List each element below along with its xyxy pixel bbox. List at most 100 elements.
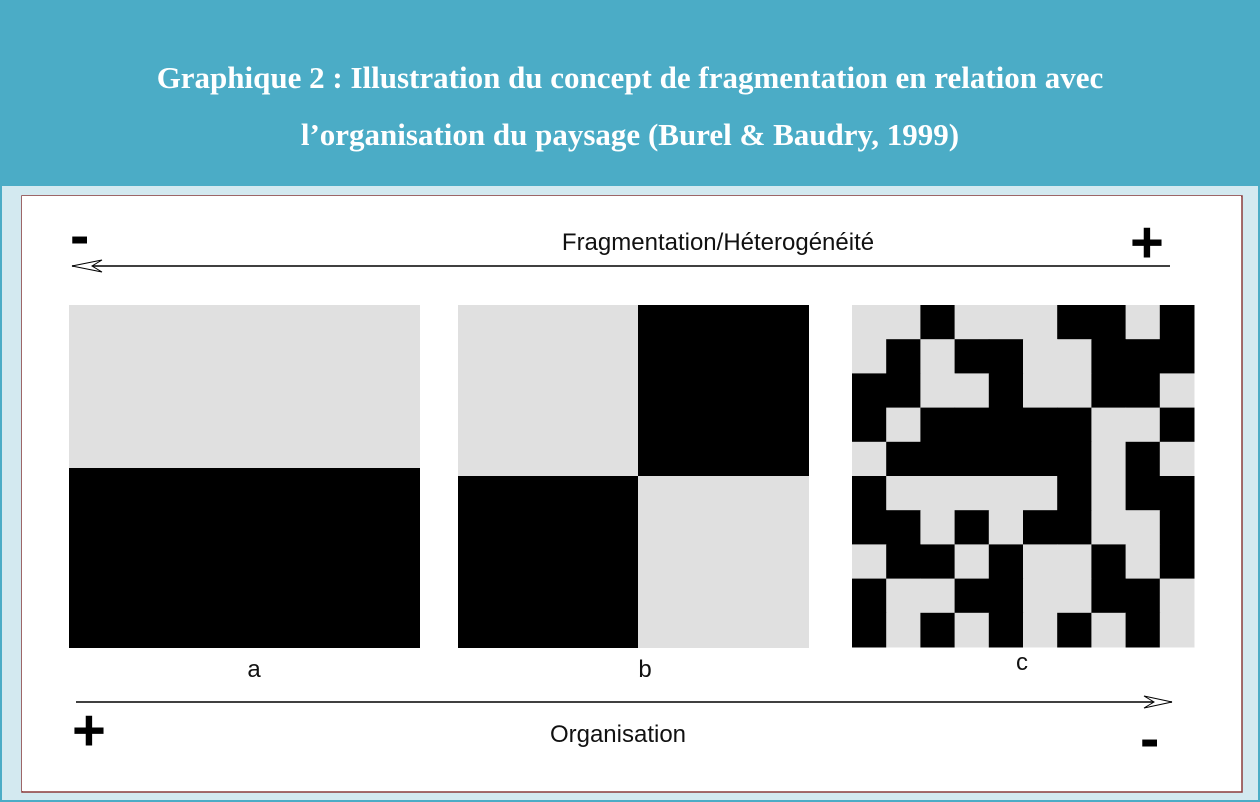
mosaic-cell [852,510,887,545]
mosaic-cell [1091,339,1127,374]
mosaic-cell [988,373,1024,409]
mosaic-cell [988,510,1024,545]
mosaic-cell [1125,339,1161,374]
panel-label: c [1016,649,1028,676]
mosaic-cell [920,612,956,648]
patch-dark [638,305,809,476]
mosaic-cell [954,441,990,477]
mosaic-cell [1125,373,1161,409]
mosaic-cell [954,510,990,545]
mosaic-cell [954,544,990,580]
mosaic-cell [954,612,990,648]
mosaic-cell [886,544,921,580]
mosaic-cell [1057,578,1092,614]
mosaic-cell [1091,578,1127,614]
mosaic-cell [1125,544,1161,580]
mosaic-cell [988,441,1024,477]
mosaic-cell [954,407,990,443]
mosaic-cell [852,578,887,614]
panel-label: a [247,656,261,683]
title-line: l’organisation du paysage (Burel & Baudr… [301,117,959,152]
mosaic-cell [988,578,1024,614]
mosaic-cell [1023,612,1058,648]
mosaic-cell [1091,305,1127,340]
mosaic-cell [954,373,990,409]
mosaic-cell [886,612,921,648]
patch-light [638,476,809,648]
mosaic-cell [1091,612,1127,648]
mosaic-cell [954,578,990,614]
mosaic-cell [1159,510,1195,545]
mosaic-cell [852,544,887,580]
mosaic-cell [1023,305,1058,340]
mosaic-cell [1091,544,1127,580]
mosaic-cell [1057,544,1092,580]
mosaic-cell [852,373,887,409]
mosaic-cell [988,339,1024,374]
mosaic-cell [1057,305,1092,340]
mosaic-cell [920,544,956,580]
mosaic-cell [1023,373,1058,409]
mosaic-cell [1159,578,1195,614]
mosaic-cell [1159,339,1195,374]
mosaic-cell [920,441,956,477]
mosaic-cell [1159,612,1195,648]
plus-sign: + [72,698,106,763]
mosaic-cell [988,544,1024,580]
mosaic-cell [1023,407,1058,443]
mosaic-cell [1057,476,1092,511]
mosaic [852,305,1195,648]
mosaic-cell [1125,476,1161,511]
mosaic-cell [1023,339,1058,374]
mosaic-cell [920,339,956,374]
mosaic-cell [1057,441,1092,477]
mosaic-cell [1159,373,1195,409]
mosaic-cell [1023,578,1058,614]
mosaic-cell [886,510,921,545]
mosaic-cell [1159,305,1195,340]
mosaic-cell [1125,407,1161,443]
axis-label: Organisation [550,721,686,748]
mosaic-cell [988,612,1024,648]
mosaic-cell [1057,510,1092,545]
mosaic-cell [1159,544,1195,580]
patch-dark [458,476,638,648]
mosaic-cell [1125,510,1161,545]
mosaic-cell [1125,441,1161,477]
mosaic-cell [954,339,990,374]
mosaic-cell [852,441,887,477]
mosaic-cell [1091,373,1127,409]
patch-light [69,305,420,468]
mosaic-cell [886,407,921,443]
mosaic-cell [920,510,956,545]
mosaic-cell [920,373,956,409]
patch-dark [69,468,420,648]
mosaic-cell [920,305,956,340]
mosaic-cell [1057,339,1092,374]
axis-label: Fragmentation/Héterogénéité [562,229,874,256]
mosaic-cell [1091,510,1127,545]
mosaic-cell [1125,578,1161,614]
mosaic-cell [1159,476,1195,511]
minus-sign: - [1140,706,1159,771]
mosaic-cell [954,476,990,511]
mosaic-cell [1023,544,1058,580]
mosaic-cell [1091,407,1127,443]
mosaic-cell [1057,407,1092,443]
arrow-head [71,259,103,273]
mosaic-cell [1057,373,1092,409]
mosaic-cell [988,305,1024,340]
mosaic-cell [1159,441,1195,477]
mosaic-cell [1091,441,1127,477]
mosaic-cell [954,305,990,340]
mosaic-cell [852,612,887,648]
mosaic-cell [1125,305,1161,340]
mosaic-cell [1125,612,1161,648]
mosaic-cell [886,305,921,340]
mosaic-cell [988,407,1024,443]
mosaic-cell [988,476,1024,511]
mosaic-cell [886,441,921,477]
mosaic-cell [1057,612,1092,648]
mosaic-cell [920,578,956,614]
